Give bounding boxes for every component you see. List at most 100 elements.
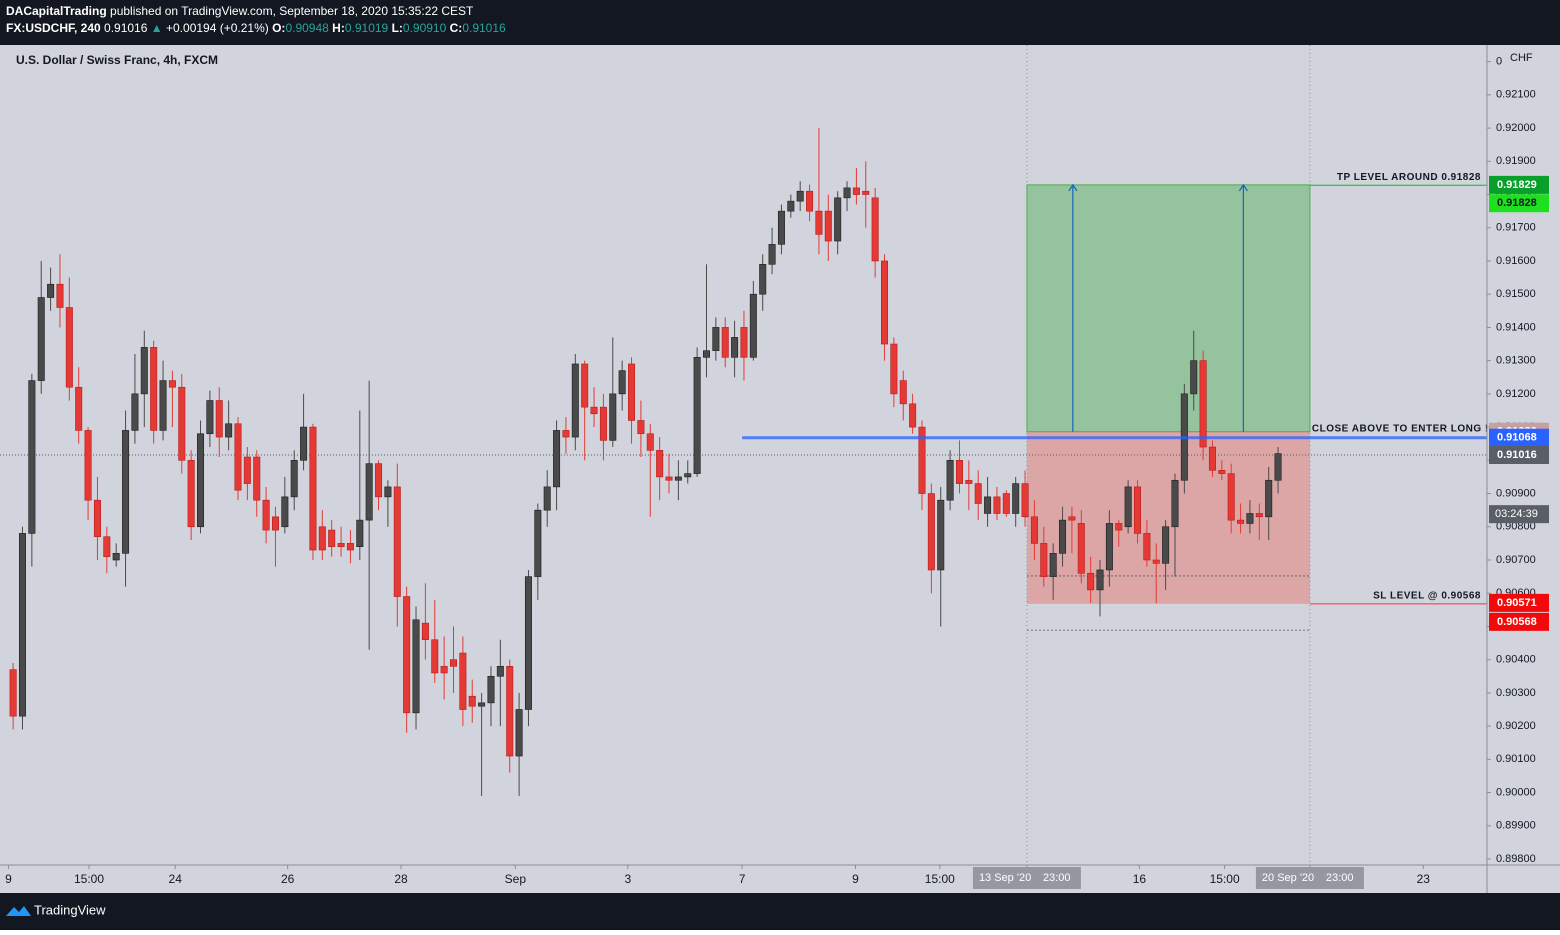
candle-body [768, 244, 776, 265]
candle-body [1162, 526, 1170, 564]
candle-body [927, 493, 935, 571]
time-highlight-time: 23:00 [1043, 872, 1071, 884]
x-tick-label: 24 [169, 872, 183, 886]
time-highlight [1255, 867, 1364, 889]
published: published on TradingView.com, September … [110, 4, 474, 18]
x-tick-label: 15:00 [74, 872, 104, 886]
candle-body [1199, 360, 1207, 448]
chart-title: U.S. Dollar / Swiss Franc, 4h, FXCM [16, 53, 218, 67]
candle-body [712, 327, 720, 351]
time-highlight-time: 23:00 [1326, 872, 1354, 884]
x-tick-label: 23 [1417, 872, 1431, 886]
y-tick-label: 0.91600 [1496, 255, 1536, 267]
candle-body [1134, 486, 1142, 534]
x-tick-label: 9 [5, 872, 12, 886]
price-tags: 00.921000.920000.919000.918000.917000.91… [5, 56, 1549, 889]
candle-body [271, 516, 279, 531]
candle-body [28, 380, 36, 534]
candle-body [1077, 523, 1085, 574]
candle-body [262, 499, 270, 531]
candle-body [553, 430, 561, 488]
y-tick-label: 0 [1496, 56, 1502, 68]
candle-body [421, 622, 429, 641]
candle-body [450, 659, 458, 667]
candle-body [1171, 479, 1179, 528]
change: +0.00194 (+0.21%) [166, 21, 269, 35]
candle-body [431, 639, 439, 674]
candle-body [384, 486, 392, 498]
candle-body [890, 343, 898, 395]
y-tick-label: 0.90400 [1496, 654, 1536, 666]
brand-name: TradingView [34, 902, 106, 917]
candle-body [197, 433, 205, 528]
candle-body [159, 380, 167, 431]
candle-body [534, 509, 542, 577]
y-tick-label: 0.90900 [1496, 487, 1536, 499]
candle-body [590, 406, 598, 415]
candle-body [646, 433, 654, 451]
candle-body [65, 307, 73, 388]
y-tick-label: 0.92100 [1496, 89, 1536, 101]
brand: TradingView [6, 902, 106, 917]
candle-body [843, 187, 851, 199]
candle-body [852, 187, 860, 195]
candle-body [693, 357, 701, 474]
price-tag [1489, 194, 1549, 213]
candle-body [56, 283, 64, 308]
candle-body [740, 327, 748, 358]
price-tag-label: 0.91829 [1497, 179, 1537, 191]
candle-body [328, 529, 336, 548]
h: 0.91019 [345, 21, 389, 35]
candle-body [440, 666, 448, 674]
candle-body [656, 450, 664, 478]
arrow: ▲ [151, 21, 163, 35]
countdown-tag [1489, 505, 1549, 524]
candle-body [1030, 516, 1038, 544]
candle-body [628, 363, 636, 421]
candle-body [150, 347, 158, 431]
candle-body [1246, 513, 1254, 524]
c-label: C: [450, 21, 463, 35]
arrow-head [1068, 183, 1078, 192]
l: 0.90910 [403, 21, 447, 35]
candle-body [965, 479, 973, 484]
symbol-line: FX:USDCHF, 240 0.91016 ▲ +0.00194 (+0.21… [6, 21, 506, 35]
candle-body [955, 460, 963, 484]
price-tag [1489, 175, 1549, 194]
candle-body [759, 263, 767, 295]
candle-body [47, 283, 55, 298]
countdown-label: 03:24:39 [1495, 508, 1538, 520]
candle-body [674, 476, 682, 481]
x-tick-label: 28 [394, 872, 408, 886]
candle-body [84, 430, 92, 501]
x-tick-label: Sep [505, 872, 527, 886]
candle-body [1227, 473, 1235, 521]
candle-body [1274, 453, 1282, 481]
price-tag-label: 0.91068 [1497, 432, 1537, 444]
candle-body [1002, 493, 1010, 514]
arrow-head [1238, 183, 1248, 192]
candle-body [1124, 486, 1132, 528]
candle-body [1096, 569, 1104, 591]
publisher: DACapitalTrading [6, 4, 107, 18]
candle-body [881, 260, 889, 345]
candle-body [562, 430, 570, 438]
footer-bar [0, 893, 1560, 930]
plot: TP LEVEL AROUND 0.91828 CLOSE ABOVE TO EN… [0, 45, 1488, 865]
candle-body [168, 380, 176, 388]
candle-body [506, 666, 514, 757]
candle-body [356, 519, 364, 548]
candle-body [665, 476, 673, 481]
candle-body [796, 190, 804, 202]
candle-body [487, 675, 495, 704]
y-tick-label: 0.89800 [1496, 853, 1536, 865]
candle-body [1218, 469, 1226, 474]
price-tag-label: 0.91016 [1497, 449, 1537, 461]
candle-body [777, 210, 785, 245]
candle-body [909, 403, 917, 428]
candle-body [731, 337, 739, 358]
candle-body [899, 380, 907, 405]
candle-body [637, 420, 645, 435]
candle-body [749, 293, 757, 358]
candle-body [478, 702, 486, 707]
